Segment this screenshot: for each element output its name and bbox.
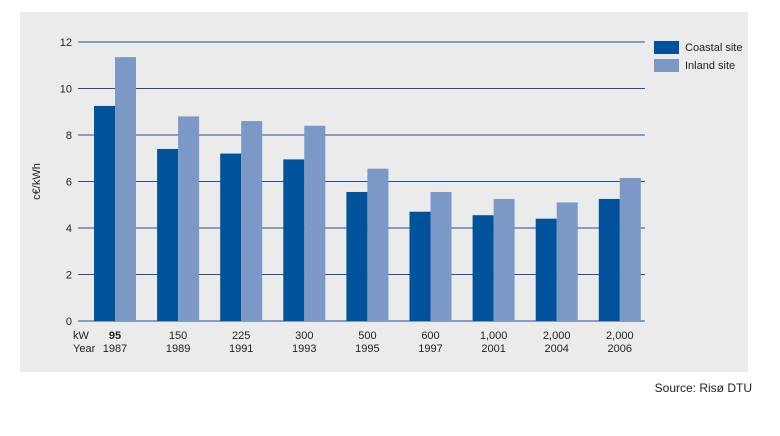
bar-inland [367, 168, 389, 321]
x-tick-year: 2004 [544, 343, 568, 355]
y-tick-label: 4 [66, 223, 72, 235]
bar-coastal [283, 159, 305, 321]
legend-label: Inland site [685, 60, 735, 72]
x-tick-kw: 300 [295, 330, 313, 342]
bar-coastal [220, 153, 242, 321]
x-tick-kw: 150 [169, 330, 187, 342]
y-tick-label: 10 [60, 84, 72, 96]
y-tick-label: 0 [66, 316, 72, 328]
bar-inland [493, 198, 515, 321]
bar-inland [619, 178, 641, 321]
bar-inland [178, 116, 200, 322]
legend-label: Coastal site [685, 42, 742, 54]
y-axis-label: c€/kWh [31, 163, 43, 200]
legend-swatch [654, 41, 679, 54]
x-tick-kw: 95 [109, 330, 121, 342]
bar-coastal [346, 191, 368, 321]
bar-coastal [94, 105, 115, 321]
bar-inland [241, 121, 263, 321]
x-tick-year: 1989 [166, 343, 190, 355]
x-tick-year: 2001 [481, 343, 505, 355]
y-axis-ticks: 0 2 4 6 8 10 12 [60, 37, 72, 328]
bar-coastal [472, 215, 494, 321]
row-label-kw: kW [73, 330, 90, 342]
y-tick-label: 12 [60, 37, 72, 49]
y-tick-label: 6 [66, 177, 72, 189]
bar-coastal [409, 211, 431, 321]
x-tick-kw: 2,000 [543, 330, 571, 342]
chart-panel: 0 2 4 6 8 10 12 95 1987 150 1989 225 1991 300 1993 500… [20, 12, 748, 372]
x-tick-year: 1995 [355, 343, 379, 355]
bar-coastal [157, 148, 179, 321]
x-tick-year: 2006 [608, 343, 632, 355]
x-tick-kw: 2,000 [606, 330, 634, 342]
row-label-year: Year [73, 343, 96, 355]
x-tick-kw: 225 [232, 330, 250, 342]
x-tick-year: 1987 [103, 343, 127, 355]
x-tick-year: 1991 [229, 343, 253, 355]
source-note: Source: Risø DTU [654, 381, 752, 395]
y-tick-label: 2 [66, 270, 72, 282]
x-tick-kw: 500 [358, 330, 376, 342]
x-tick-kw: 600 [421, 330, 439, 342]
x-tick-year: 1997 [418, 343, 442, 355]
bar-coastal [598, 198, 620, 321]
bar-inland [430, 191, 452, 321]
y-tick-label: 8 [66, 130, 72, 142]
legend: Coastal site Inland site [654, 41, 742, 72]
legend-swatch [654, 59, 679, 72]
x-tick-kw: 1,000 [480, 330, 508, 342]
bar-inland [556, 202, 578, 321]
x-tick-year: 1993 [292, 343, 316, 355]
bar-inland [304, 125, 326, 321]
bar-coastal [535, 218, 557, 321]
bars [94, 57, 641, 322]
bar-inland [115, 57, 136, 322]
